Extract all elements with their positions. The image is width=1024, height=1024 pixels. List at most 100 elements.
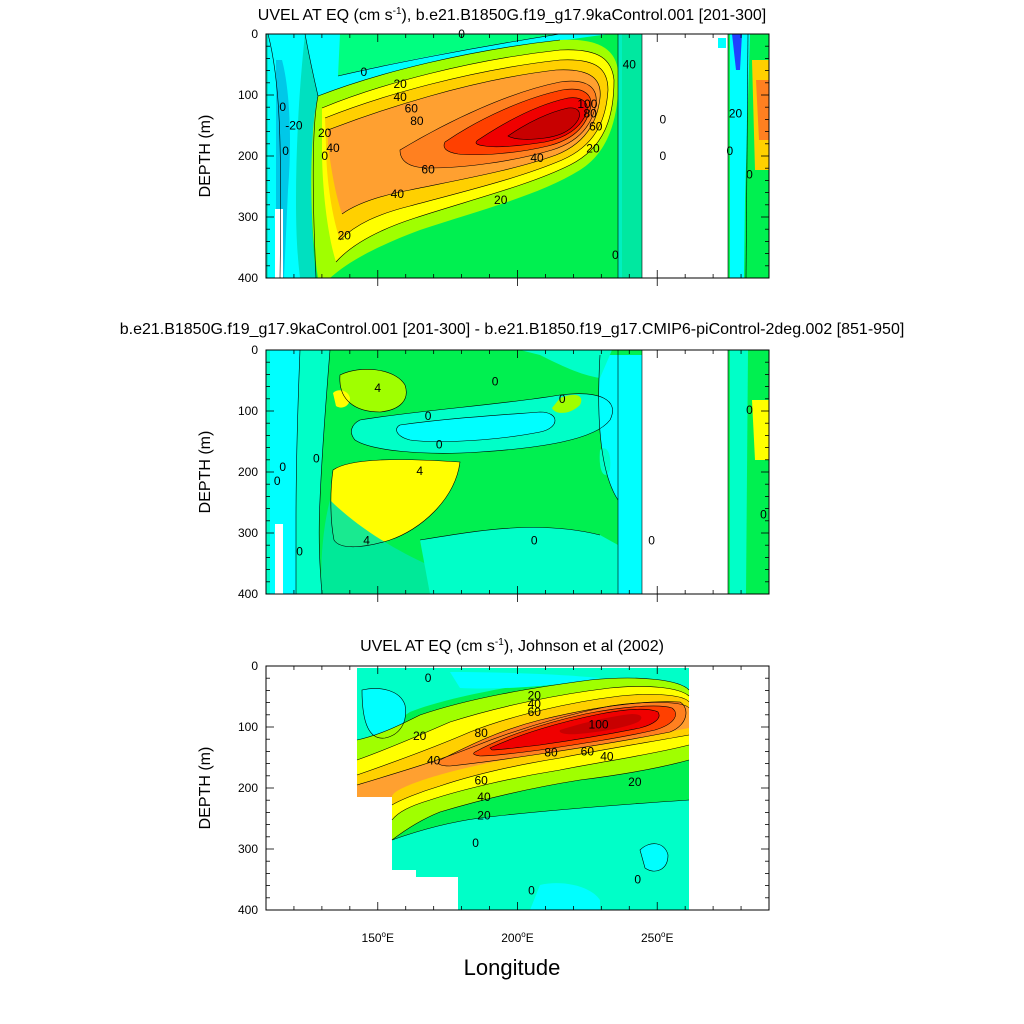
y-tick-label: 200: [238, 465, 258, 479]
contour-label: 0: [746, 403, 753, 417]
contour-label: 40: [623, 58, 637, 72]
contour-label: 20: [628, 775, 642, 789]
y-tick-label: 300: [238, 842, 258, 856]
contour-label: 0: [279, 100, 286, 114]
contour-label: 0: [531, 533, 538, 547]
contour-label: 40: [326, 141, 340, 155]
y-tick-label: 400: [238, 903, 258, 917]
y-tick-label: 200: [238, 149, 258, 163]
contour-label: 0: [528, 883, 535, 897]
contour-label: 0: [436, 438, 443, 452]
contour-label: 0: [274, 474, 281, 488]
contour-label: 40: [477, 790, 491, 804]
panel-3: UVEL AT EQ (cm s-1), Johnson et al (2002…: [197, 637, 770, 980]
y-tick-label: 100: [238, 88, 258, 102]
contour-label: 100: [589, 718, 609, 732]
contour-label: 0: [659, 149, 666, 163]
contour-label: 80: [474, 726, 488, 740]
contour-label: 80: [410, 114, 424, 128]
contour-label: 0: [282, 144, 289, 158]
panel-3-ylabel: DEPTH (m): [197, 747, 214, 830]
y-tick-label: 300: [238, 526, 258, 540]
contour-label: 0: [612, 248, 619, 262]
contour-label: 0: [746, 167, 753, 181]
contour-label: 20: [413, 729, 427, 743]
panel-2-title: b.e21.B1850G.f19_g17.9kaControl.001 [201…: [120, 321, 905, 338]
contour-label: 20: [338, 228, 352, 242]
contour-label: 4: [416, 464, 423, 478]
contour-label: 0: [279, 460, 286, 474]
y-tick-label: 100: [238, 720, 258, 734]
contour-label: 40: [393, 90, 407, 104]
contour-label: 0: [425, 409, 432, 423]
contour-label: 100: [577, 97, 597, 111]
contour-label: 0: [360, 65, 367, 79]
y-tick-label: 0: [251, 659, 258, 673]
contour-label: 0: [648, 533, 655, 547]
contour-label: 80: [544, 746, 558, 760]
panel-1-contour-fill: [266, 34, 769, 278]
y-tick-label: 400: [238, 271, 258, 285]
panel-3-contour-fill: [266, 666, 769, 910]
contour-label: 60: [528, 705, 542, 719]
contour-label: 0: [760, 508, 767, 522]
contour-label: 0: [313, 452, 320, 466]
y-tick-label: 100: [238, 404, 258, 418]
contour-label: 20: [494, 193, 508, 207]
contour-label: 0: [321, 149, 328, 163]
panel-2-contour-fill: [266, 350, 769, 594]
x-tick-label: 150oE: [362, 930, 395, 945]
contour-label: 60: [405, 101, 419, 115]
contour-label: 20: [393, 77, 407, 91]
y-tick-label: 0: [251, 27, 258, 41]
y-tick-label: 400: [238, 587, 258, 601]
contour-label: 0: [492, 375, 499, 389]
contour-label: 20: [586, 142, 600, 156]
contour-label: 40: [600, 749, 614, 763]
contour-label: 40: [530, 151, 544, 165]
contour-label: 0: [425, 671, 432, 685]
y-tick-label: 300: [238, 210, 258, 224]
panel-1: UVEL AT EQ (cm s-1), b.e21.B1850G.f19_g1…: [197, 6, 770, 286]
contour-label: 40: [391, 187, 405, 201]
contour-label: -20: [285, 119, 303, 133]
contour-label: 0: [727, 144, 734, 158]
y-tick-label: 0: [251, 343, 258, 357]
contour-label: 60: [421, 162, 435, 176]
contour-label: 0: [634, 873, 641, 887]
contour-label: 20: [729, 106, 743, 120]
x-axis-label: Longitude: [464, 955, 561, 980]
contour-label: 60: [589, 120, 603, 134]
panel-3-xticks: [265, 666, 770, 910]
contour-label: 0: [559, 392, 566, 406]
panel-2: b.e21.B1850G.f19_g17.9kaControl.001 [201…: [120, 321, 905, 602]
panel-3-title: UVEL AT EQ (cm s-1), Johnson et al (2002…: [360, 637, 664, 655]
contour-label: 0: [472, 836, 479, 850]
panel-2-xticks: [265, 350, 770, 602]
x-tick-label: 200oE: [501, 930, 534, 945]
panel-1-title: UVEL AT EQ (cm s-1), b.e21.B1850G.f19_g1…: [258, 6, 766, 24]
panel-3-xtick-labels: 150oE 200oE 250oE: [362, 930, 674, 945]
contour-label: 4: [363, 533, 370, 547]
contour-label: 0: [659, 112, 666, 126]
contour-label: 40: [528, 697, 542, 711]
panel-1-ylabel: DEPTH (m): [197, 115, 214, 198]
contour-label: 80: [583, 106, 597, 120]
contour-label: 0: [458, 27, 465, 41]
panel-1-xticks: [265, 34, 770, 286]
contour-label: 4: [374, 381, 381, 395]
contour-label: 40: [427, 754, 441, 768]
contour-label: 60: [474, 774, 488, 788]
contour-label: 20: [318, 126, 332, 140]
contour-label: 60: [581, 744, 595, 758]
panel-2-ylabel: DEPTH (m): [197, 431, 214, 514]
contour-label: 20: [528, 688, 542, 702]
contour-label: 0: [296, 544, 303, 558]
x-tick-label: 250oE: [641, 930, 674, 945]
